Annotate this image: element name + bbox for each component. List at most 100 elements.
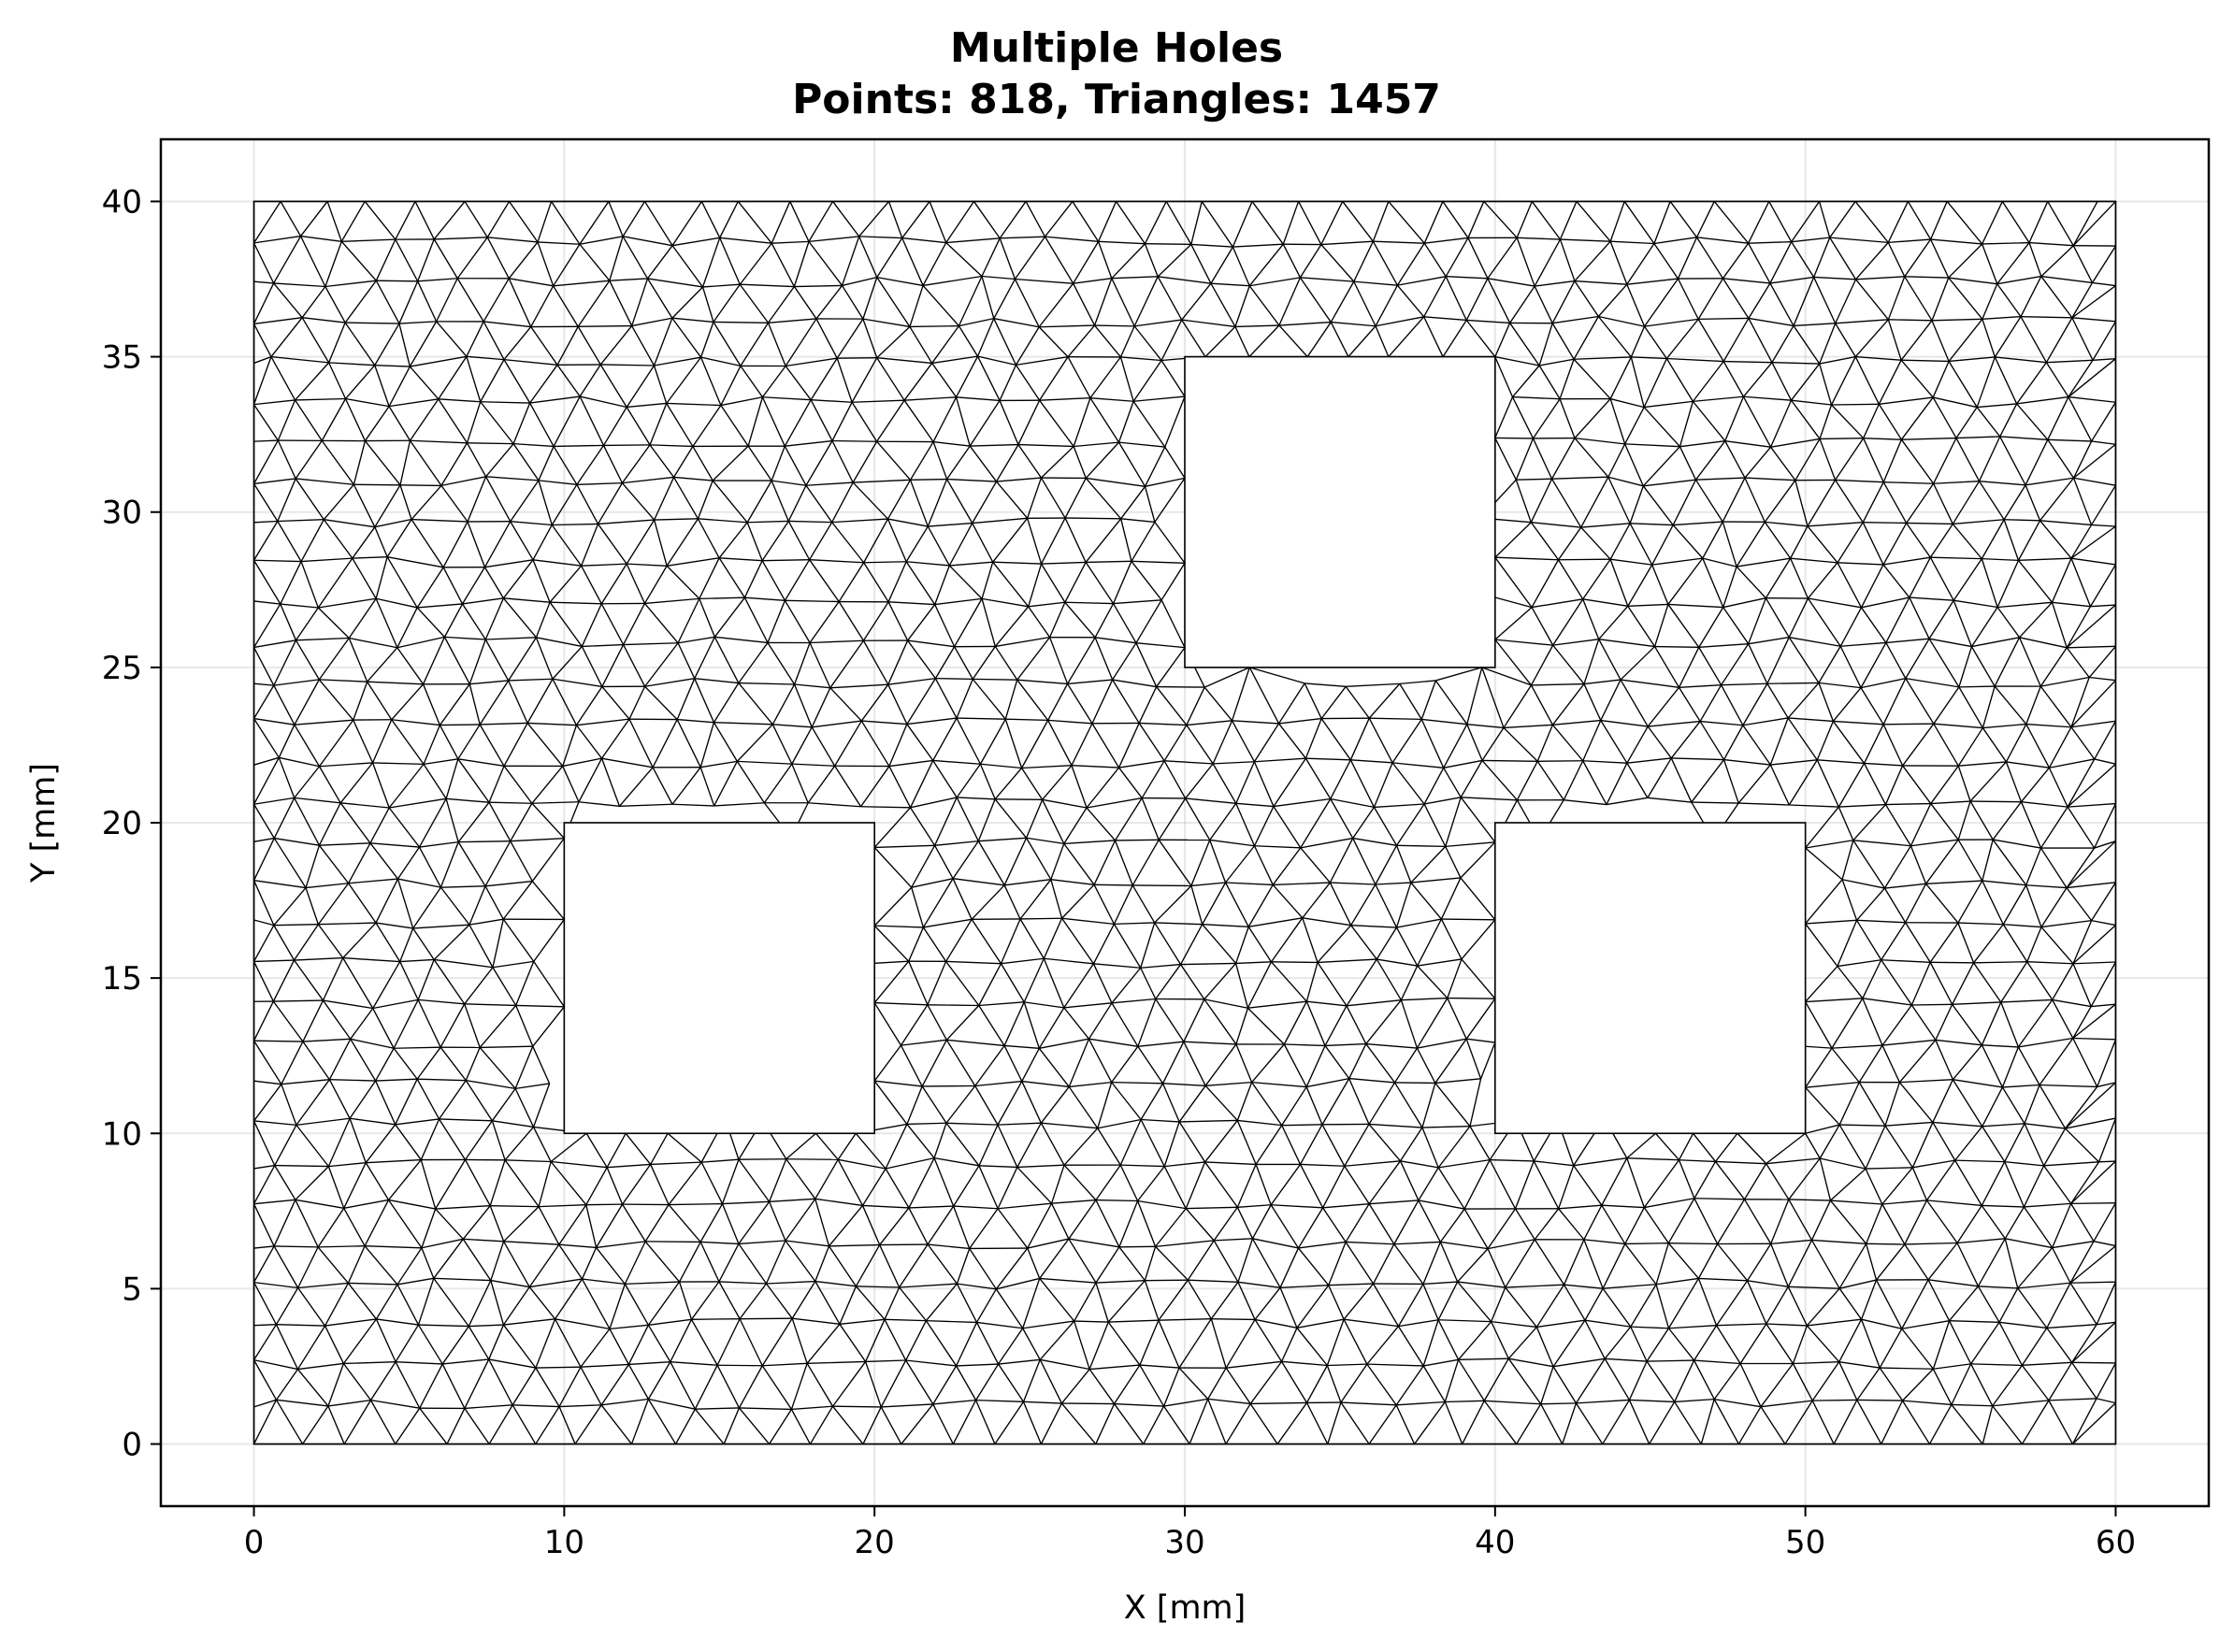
mesh-edge	[532, 559, 582, 567]
mesh-edge	[252, 439, 279, 484]
mesh-edge	[1805, 1001, 1833, 1049]
mesh-edge	[1063, 807, 1088, 844]
mesh-edge	[1713, 1363, 1741, 1401]
mesh-edge	[1026, 837, 1064, 845]
mesh-edge	[422, 683, 440, 725]
mesh-edge	[1574, 240, 1611, 282]
mesh-edge	[599, 325, 633, 366]
mesh-edge	[815, 318, 838, 359]
mesh-edge	[694, 637, 715, 679]
mesh-edge	[1236, 1120, 1257, 1165]
mesh-edge	[808, 240, 843, 286]
mesh-edge	[828, 1204, 864, 1247]
mesh-edge	[738, 1200, 771, 1244]
mesh-edge	[1829, 237, 1857, 280]
mesh-edge	[763, 763, 793, 804]
mesh-edge	[900, 1004, 929, 1046]
mesh-edge	[1835, 479, 1884, 483]
mesh-edge	[670, 1361, 696, 1410]
mesh-edge	[553, 280, 610, 287]
mesh-edge	[785, 1240, 829, 1247]
mesh-edge	[2092, 321, 2117, 361]
mesh-edge	[327, 1117, 351, 1167]
mesh-edge	[364, 201, 396, 240]
mesh-edge	[746, 522, 763, 561]
mesh-edge	[280, 561, 302, 605]
mesh-edge	[1696, 237, 1749, 244]
mesh-edge	[2043, 1165, 2072, 1204]
mesh-edge	[862, 1204, 909, 1209]
mesh-edge	[1131, 884, 1156, 924]
mesh-edge	[2045, 317, 2073, 363]
mesh-edge	[831, 518, 888, 524]
mesh-edge	[831, 1361, 867, 1407]
mesh-edge	[1515, 438, 1535, 481]
mesh-edge	[596, 1246, 626, 1285]
mesh-edge	[713, 321, 769, 323]
mesh-edge	[1397, 276, 1447, 286]
mesh-edge	[1788, 637, 1820, 683]
mesh-edge	[1792, 1363, 1813, 1401]
mesh-edge	[647, 1281, 681, 1326]
mesh-edge	[927, 961, 947, 1006]
mesh-edge	[713, 722, 773, 725]
mesh-edge	[324, 1318, 377, 1327]
mesh-edge	[1626, 1132, 1656, 1159]
mesh-edge	[1114, 840, 1133, 886]
mesh-edge	[1882, 481, 1908, 524]
mesh-edge	[1901, 1400, 1931, 1444]
mesh-edge	[956, 396, 1001, 402]
mesh-edge	[1855, 241, 1889, 280]
mesh-edge	[2073, 477, 2116, 486]
mesh-edge	[901, 1039, 947, 1046]
mesh-edge	[1073, 241, 1100, 284]
mesh-edge	[945, 242, 983, 278]
mesh-edge	[317, 557, 353, 609]
mesh-edge	[1114, 1403, 1145, 1444]
mesh-edge	[1460, 877, 1496, 921]
mesh-edge	[1038, 1007, 1065, 1049]
mesh-edge	[1205, 1081, 1252, 1086]
mesh-edge	[1887, 319, 1902, 361]
mesh-edge	[723, 1407, 741, 1444]
mesh-edge	[1600, 719, 1649, 727]
mesh-edge	[761, 1317, 793, 1367]
mesh-edge	[1237, 1282, 1256, 1320]
mesh-edge	[1748, 318, 1773, 363]
mesh-edge	[2039, 806, 2068, 849]
mesh-edge	[1140, 967, 1157, 999]
mesh-edge	[562, 766, 580, 803]
mesh-edge	[1811, 1361, 1840, 1401]
mesh-edge	[618, 767, 654, 807]
mesh-edge	[409, 321, 438, 367]
mesh-edge	[296, 1369, 329, 1407]
mesh-edge	[1139, 1364, 1180, 1369]
mesh-edge	[1881, 1167, 1913, 1205]
mesh-edge	[1996, 242, 2030, 285]
mesh-edge	[550, 1132, 587, 1163]
mesh-edge	[1516, 1403, 1542, 1444]
mesh-edge	[1627, 603, 1668, 608]
mesh-edge	[2025, 847, 2042, 886]
mesh-edge	[252, 1282, 278, 1326]
mesh-edge	[376, 280, 418, 282]
mesh-edge	[811, 687, 831, 728]
mesh-edge	[440, 442, 468, 486]
mesh-edge	[1185, 1208, 1215, 1242]
mesh-edge	[609, 1324, 649, 1330]
mesh-edge	[1933, 723, 1983, 729]
mesh-edge	[2017, 1282, 2071, 1289]
mesh-edge	[1063, 1002, 1113, 1009]
mesh-edge	[855, 1244, 881, 1287]
mesh-edge	[1511, 396, 1535, 439]
mesh-edge	[1958, 685, 1996, 688]
mesh-edge	[1841, 879, 1885, 889]
mesh-edge	[1297, 1247, 1330, 1286]
mesh-edge	[1111, 243, 1146, 280]
mesh-edge	[531, 766, 564, 804]
mesh-edge	[1953, 599, 1973, 647]
mesh-edge	[810, 399, 833, 441]
mesh-edge	[858, 236, 878, 278]
y-tick-label: 20	[102, 805, 142, 842]
mesh-edge	[1598, 639, 1621, 681]
